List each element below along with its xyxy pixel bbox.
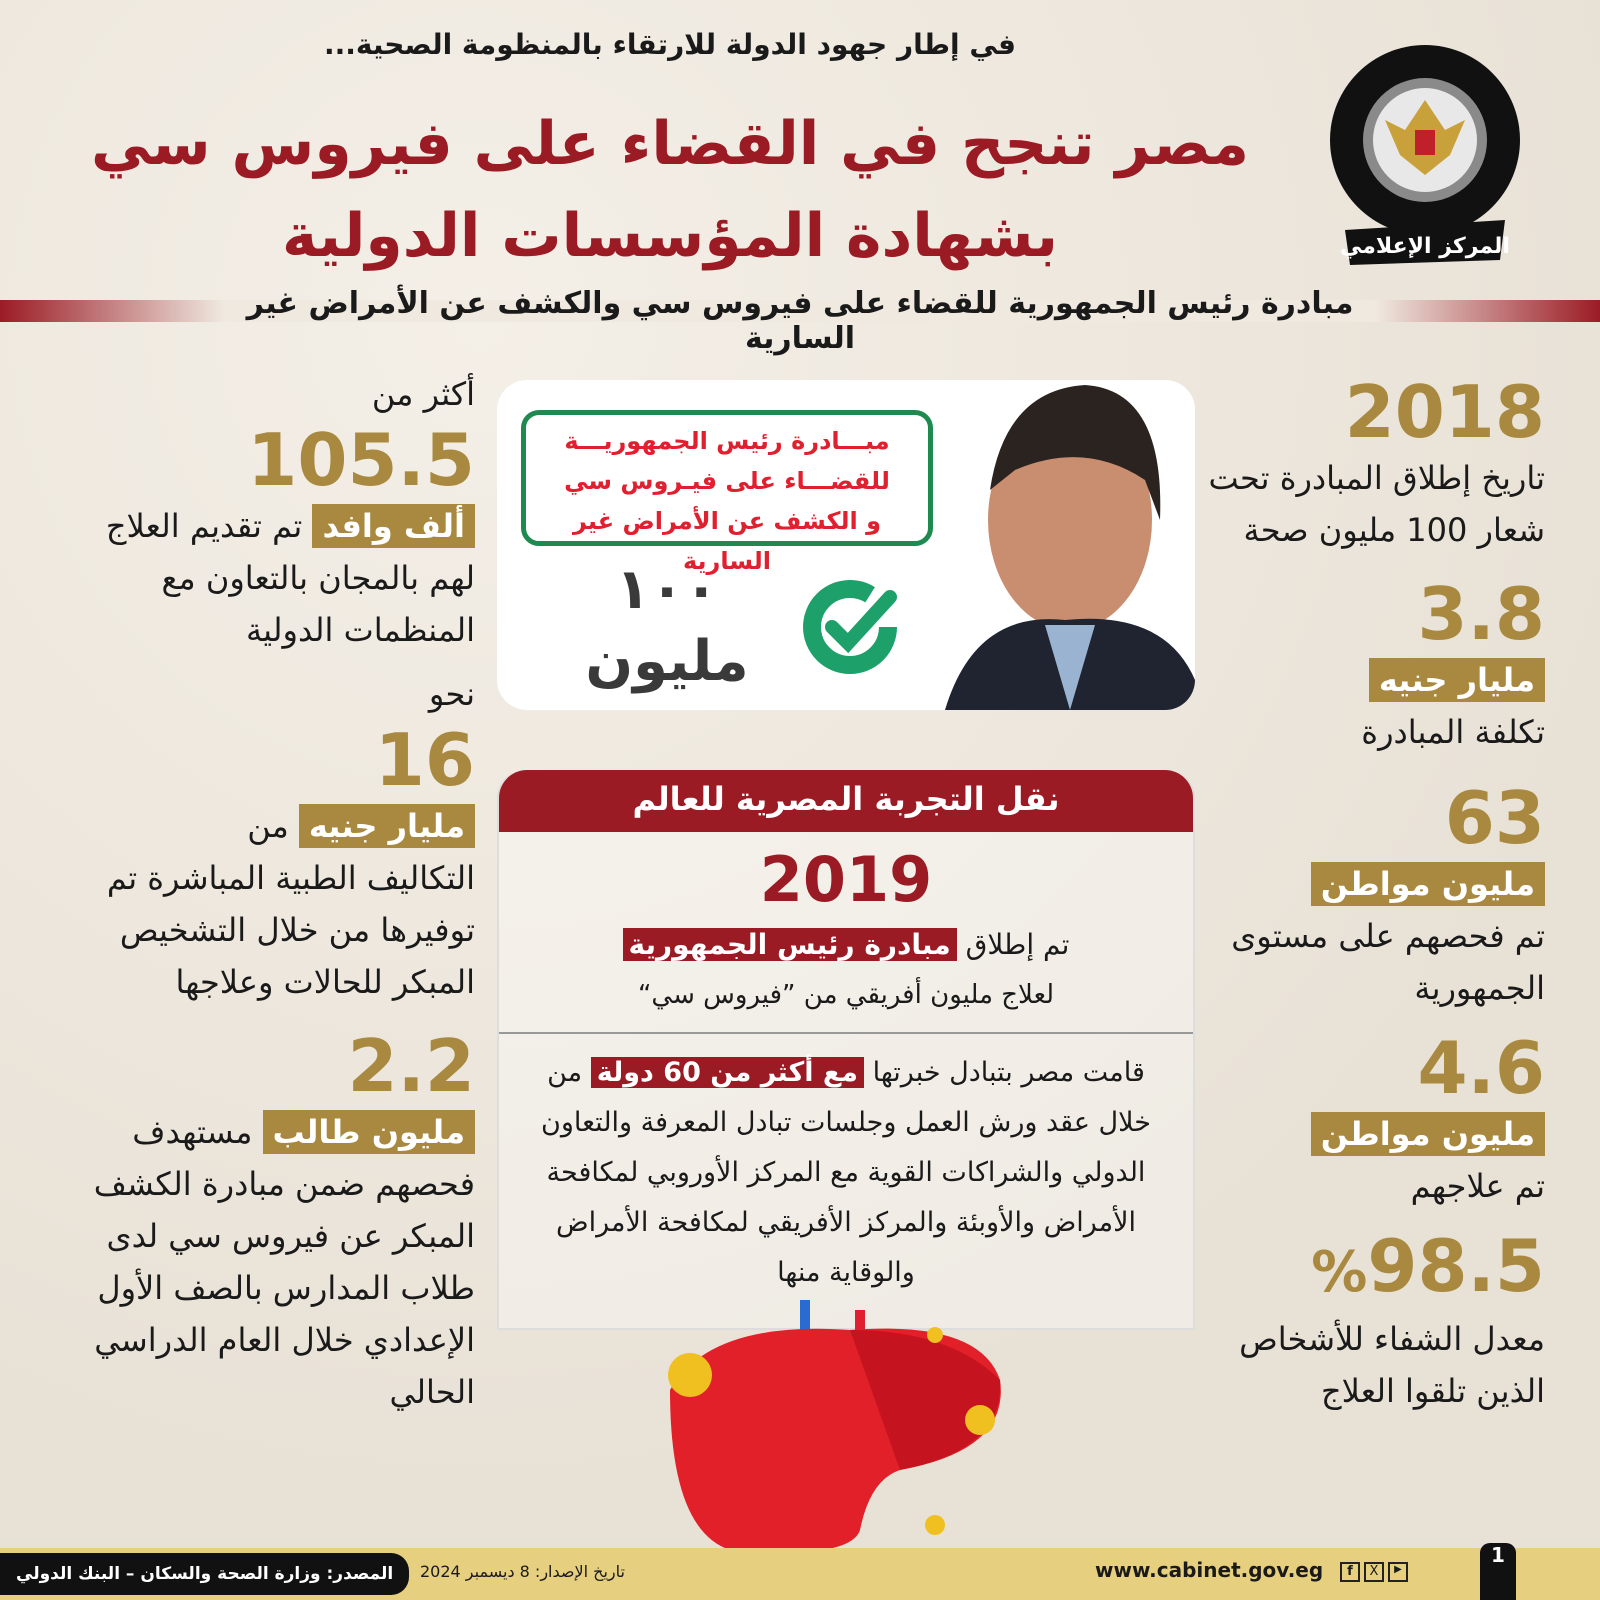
svg-text:المركز الإعلامي: المركز الإعلامي [1340,234,1510,259]
pretitle: في إطار جهود الدولة للارتقاء بالمنظومة ا… [323,28,1016,61]
stat-tag: مليون مواطن [1310,1112,1545,1156]
release-date: تاريخ الإصدار: 8 ديسمبر 2024 [420,1562,625,1581]
stat-tag: مليار جنيه [1368,658,1545,702]
slogan-line-1: ١٠٠ مليون [585,557,749,694]
website-link[interactable]: www.cabinet.gov.eg [1095,1558,1324,1582]
stat-tag: مليون مواطن [1310,862,1545,906]
box-header: نقل التجربة المصرية للعالم [499,770,1193,832]
check-icon [803,580,897,674]
portrait-photo [935,380,1195,710]
slogan: ١٠٠ مليون صحـــــة [527,554,807,710]
footer: المصدر: وزارة الصحة والسكان – البنك الدو… [0,1543,1600,1600]
initiative-card: مبـــادرة رئيس الجمهوريـــة للقضـــاء على… [497,380,1195,710]
x-icon[interactable]: X [1364,1562,1384,1582]
facebook-icon[interactable]: f [1340,1562,1360,1582]
subtitle-bar [0,300,1600,322]
page-title: مصر تنجح في القضاء على فيروس سي بشهادة ال… [90,109,1250,271]
source-label: المصدر: وزارة الصحة والسكان – البنك الدو… [0,1553,410,1595]
slogan-line-2: صحـــــة [527,698,807,710]
media-center-logo: المركز الإعلامي [1325,45,1525,265]
youtube-icon[interactable]: ▶ [1388,1562,1408,1582]
right-stats: 2018 تاريخ إطلاق المبادرة تحت شعار 100 م… [1208,370,1545,1410]
left-stats: أكثر من 105.5 ألف وافد تم تقديم العلاج ل… [93,375,475,1411]
page-number: 1 [1480,1543,1516,1600]
initiative-box: مبـــادرة رئيس الجمهوريـــة للقضـــاء على… [521,410,933,575]
liver-illustration [668,1300,1001,1550]
subtitle: مبادرة رئيس الجمهورية للقضاء على فيروس س… [246,286,1354,356]
world-experience-box: نقل التجربة المصرية للعالم 2019 تم إطلاق… [497,770,1195,1330]
